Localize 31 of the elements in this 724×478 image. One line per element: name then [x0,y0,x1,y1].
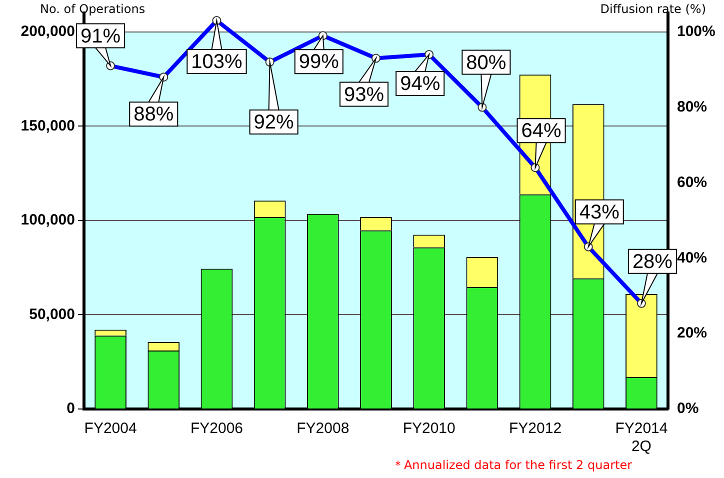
y-tick-label: 100,000 [20,212,75,229]
y2-axis-title: Diffusion rate (%) [600,2,706,16]
data-label: 43% [579,201,620,224]
data-label: 94% [400,73,440,95]
data-label: 92% [254,112,294,134]
y2-tick-label: 0% [677,400,699,418]
x-tick-label: FY2008 [296,420,350,438]
data-label: 103% [191,51,243,74]
x-tick-label: FY2010 [402,420,456,438]
y-tick-label: 50,000 [29,306,75,323]
y-tick-label: 0 [66,400,75,418]
x-tick-label: FY2004 [84,420,137,438]
x-tick-label: FY2014 2Q [615,420,668,456]
data-label: 28% [632,250,673,273]
data-label: 80% [466,52,506,74]
y2-tick-label: 100% [677,23,716,40]
data-label: 93% [344,84,384,106]
data-label: 91% [80,25,121,48]
y2-tick-label: 20% [677,324,708,342]
y-tick-label: 150,000 [20,117,75,134]
data-label: 64% [521,120,562,142]
y-tick-label: 200,000 [20,23,75,40]
x-tick-label: FY2012 [509,420,562,438]
y2-tick-label: 40% [677,249,708,266]
data-label: 88% [134,104,174,126]
text: ＊Annualized data for the first 2 quarter [392,458,632,472]
x-tick-label: FY2006 [190,420,243,438]
y2-tick-label: 80% [677,98,708,116]
data-label: 99% [298,51,340,74]
y2-tick-label: 60% [677,174,708,191]
y-axis-title: No. of Operations [40,2,146,16]
